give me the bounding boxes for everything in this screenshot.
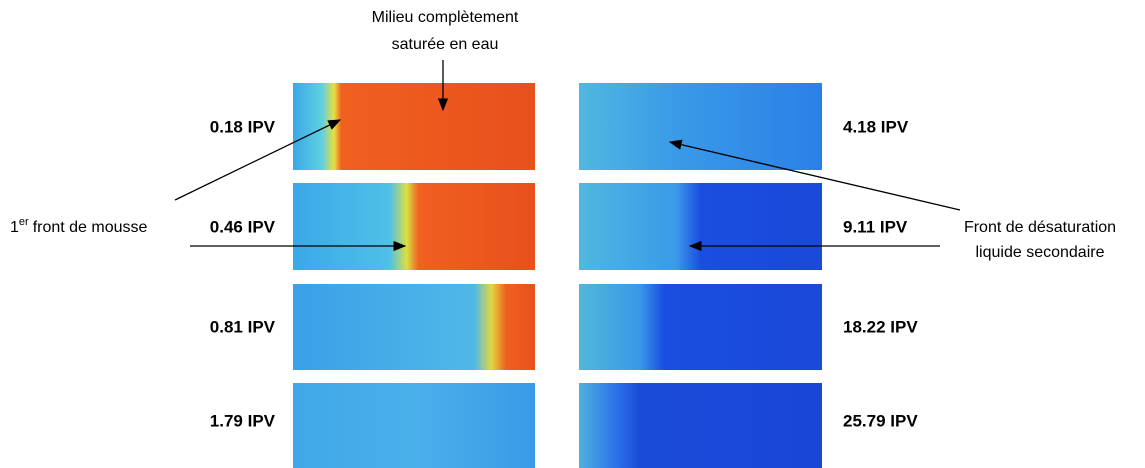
panel-label: 4.18 IPV [843,117,909,136]
annotation: liquide secondaire [976,244,1105,261]
image [293,83,535,170]
annotation-text: front de mousse [33,219,148,236]
annotation: Milieu complètement [372,9,519,26]
panel-label: 0.81 IPV [210,317,276,336]
image [579,183,822,270]
panel-label: 25.79 IPV [843,411,918,430]
annotation-number: 1 [10,219,19,236]
annotation: Front de désaturation [964,219,1116,236]
image [579,284,822,370]
image [579,383,822,468]
arrow [668,139,961,211]
arrow [174,119,342,201]
panel-label: 18.22 IPV [843,317,918,336]
annotation: saturée en eau [392,36,499,53]
panel-label: 1.79 IPV [210,411,276,430]
image [293,284,535,370]
panel-label: 0.18 IPV [210,117,276,136]
annotation-superscript: er [19,216,29,228]
image [293,183,535,270]
image [293,383,535,468]
image [579,83,822,170]
panel-label: 0.46 IPV [210,217,276,236]
panels [293,83,822,468]
annotation: 1er front de mousse [10,216,148,236]
panel-label: 9.11 IPV [843,217,908,236]
